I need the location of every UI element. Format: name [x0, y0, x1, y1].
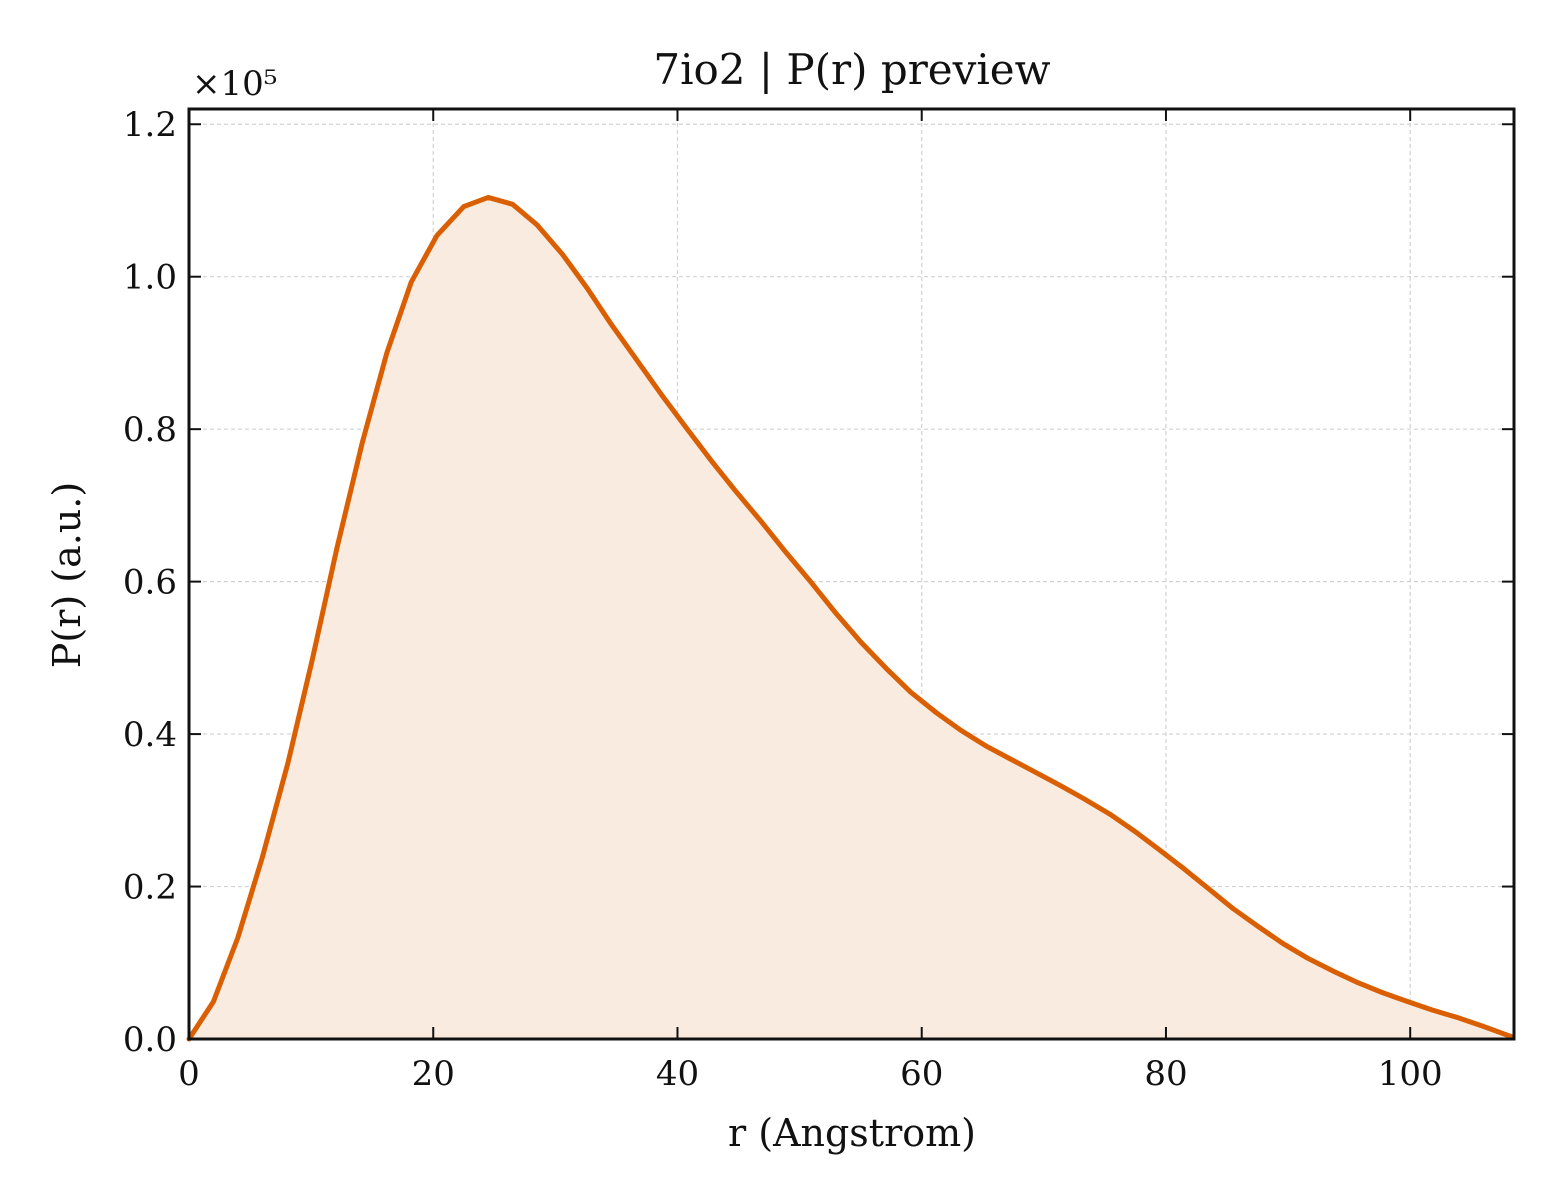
- x-tick-label: 60: [900, 1054, 943, 1094]
- y-tick-label: 1.0: [123, 258, 177, 298]
- x-tick-label: 80: [1144, 1054, 1187, 1094]
- pr-area-fill: [189, 197, 1512, 1039]
- x-tick-label: 0: [178, 1054, 200, 1094]
- y-axis-multiplier: ×10⁵: [192, 64, 277, 104]
- chart-title: 7io2 | P(r) preview: [653, 45, 1050, 94]
- y-tick-label: 0.8: [123, 410, 177, 450]
- y-tick-label: 0.6: [123, 563, 177, 603]
- x-tick-label: 100: [1378, 1054, 1443, 1094]
- y-tick-label: 0.2: [123, 868, 177, 908]
- plot-frame: [187, 107, 1516, 1041]
- y-tick-label: 1.2: [123, 105, 177, 145]
- x-tick-label: 20: [412, 1054, 455, 1094]
- y-tick-label: 0.4: [123, 715, 177, 755]
- tick-labels: 0 20 40 60 80 100 0.0 0.2 0.4 0.6 0.8 1.0 1.2: [123, 105, 1443, 1094]
- axis-ticks: [188, 109, 1514, 1040]
- pr-data-line: [186, 194, 1515, 1042]
- y-axis-label: P(r) (a.u.): [45, 482, 89, 668]
- x-tick-label: 40: [656, 1054, 699, 1094]
- x-axis-label: r (Angstrom): [728, 1111, 976, 1155]
- y-tick-label: 0.0: [123, 1020, 177, 1060]
